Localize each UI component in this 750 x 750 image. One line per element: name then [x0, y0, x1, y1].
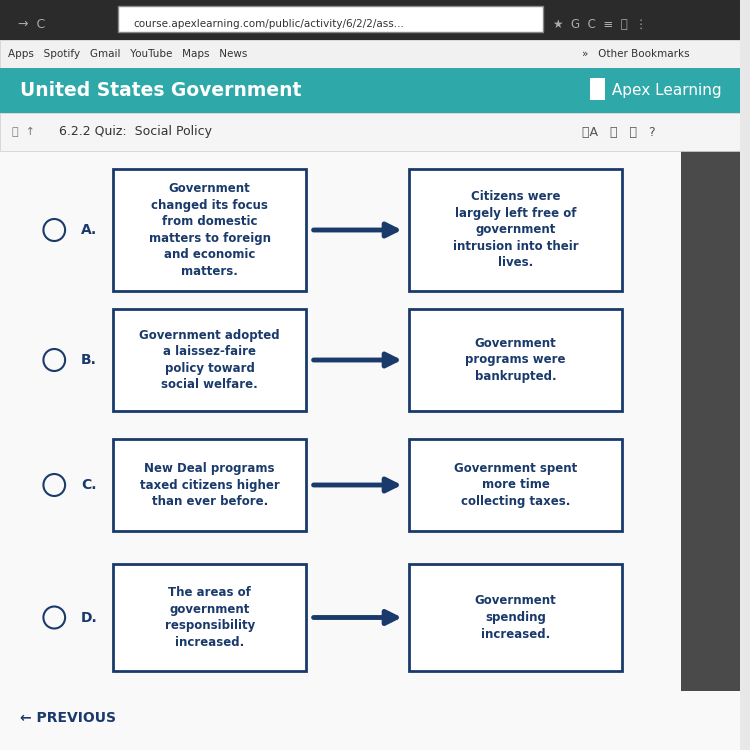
FancyBboxPatch shape	[118, 6, 543, 32]
Text: Government spent
more time
collecting taxes.: Government spent more time collecting ta…	[454, 462, 578, 508]
FancyBboxPatch shape	[0, 0, 740, 40]
Text: The areas of
government
responsibility
increased.: The areas of government responsibility i…	[164, 586, 255, 649]
Text: 🗂  ↑: 🗂 ↑	[12, 127, 34, 137]
FancyBboxPatch shape	[410, 169, 622, 291]
FancyBboxPatch shape	[113, 169, 306, 291]
Text: B.: B.	[81, 353, 97, 367]
Text: ← PREVIOUS: ← PREVIOUS	[20, 711, 116, 725]
Text: Apps   Spotify   Gmail   YouTube   Maps   News: Apps Spotify Gmail YouTube Maps News	[8, 49, 248, 59]
Text: Government adopted
a laissez-faire
policy toward
social welfare.: Government adopted a laissez-faire polic…	[140, 328, 280, 392]
FancyBboxPatch shape	[0, 113, 740, 151]
FancyBboxPatch shape	[681, 151, 740, 691]
Text: Government
changed its focus
from domestic
matters to foreign
and economic
matte: Government changed its focus from domest…	[148, 182, 271, 278]
Text: →  C: → C	[18, 17, 45, 31]
Text: 6.2.2 Quiz:  Social Policy: 6.2.2 Quiz: Social Policy	[59, 125, 212, 139]
FancyBboxPatch shape	[0, 151, 681, 731]
Text: A.: A.	[81, 223, 98, 237]
Text: Government
spending
increased.: Government spending increased.	[475, 595, 556, 640]
FancyBboxPatch shape	[0, 40, 740, 68]
FancyBboxPatch shape	[410, 309, 622, 411]
Text: »   Other Bookmarks: » Other Bookmarks	[582, 49, 690, 59]
Text: ★  G  C  ≡  🐦  ⋮: ★ G C ≡ 🐦 ⋮	[553, 17, 646, 31]
Text: Citizens were
largely left free of
government
intrusion into their
lives.: Citizens were largely left free of gover…	[453, 190, 578, 269]
Text: 文A   👤   🖨   ?: 文A 👤 🖨 ?	[582, 125, 656, 139]
Text: course.apexlearning.com/public/activity/6/2/2/ass...: course.apexlearning.com/public/activity/…	[134, 19, 404, 29]
Text: United States Government: United States Government	[20, 82, 301, 100]
Text: Government
programs were
bankrupted.: Government programs were bankrupted.	[465, 337, 566, 383]
FancyBboxPatch shape	[0, 68, 740, 113]
FancyBboxPatch shape	[113, 564, 306, 671]
FancyBboxPatch shape	[590, 78, 604, 100]
FancyBboxPatch shape	[582, 72, 720, 108]
Text: New Deal programs
taxed citizens higher
than ever before.: New Deal programs taxed citizens higher …	[140, 462, 280, 508]
Text: Apex Learning: Apex Learning	[607, 83, 721, 98]
FancyBboxPatch shape	[113, 439, 306, 531]
FancyBboxPatch shape	[410, 439, 622, 531]
Text: D.: D.	[81, 610, 98, 625]
FancyBboxPatch shape	[410, 564, 622, 671]
FancyBboxPatch shape	[113, 309, 306, 411]
Text: C.: C.	[81, 478, 97, 492]
